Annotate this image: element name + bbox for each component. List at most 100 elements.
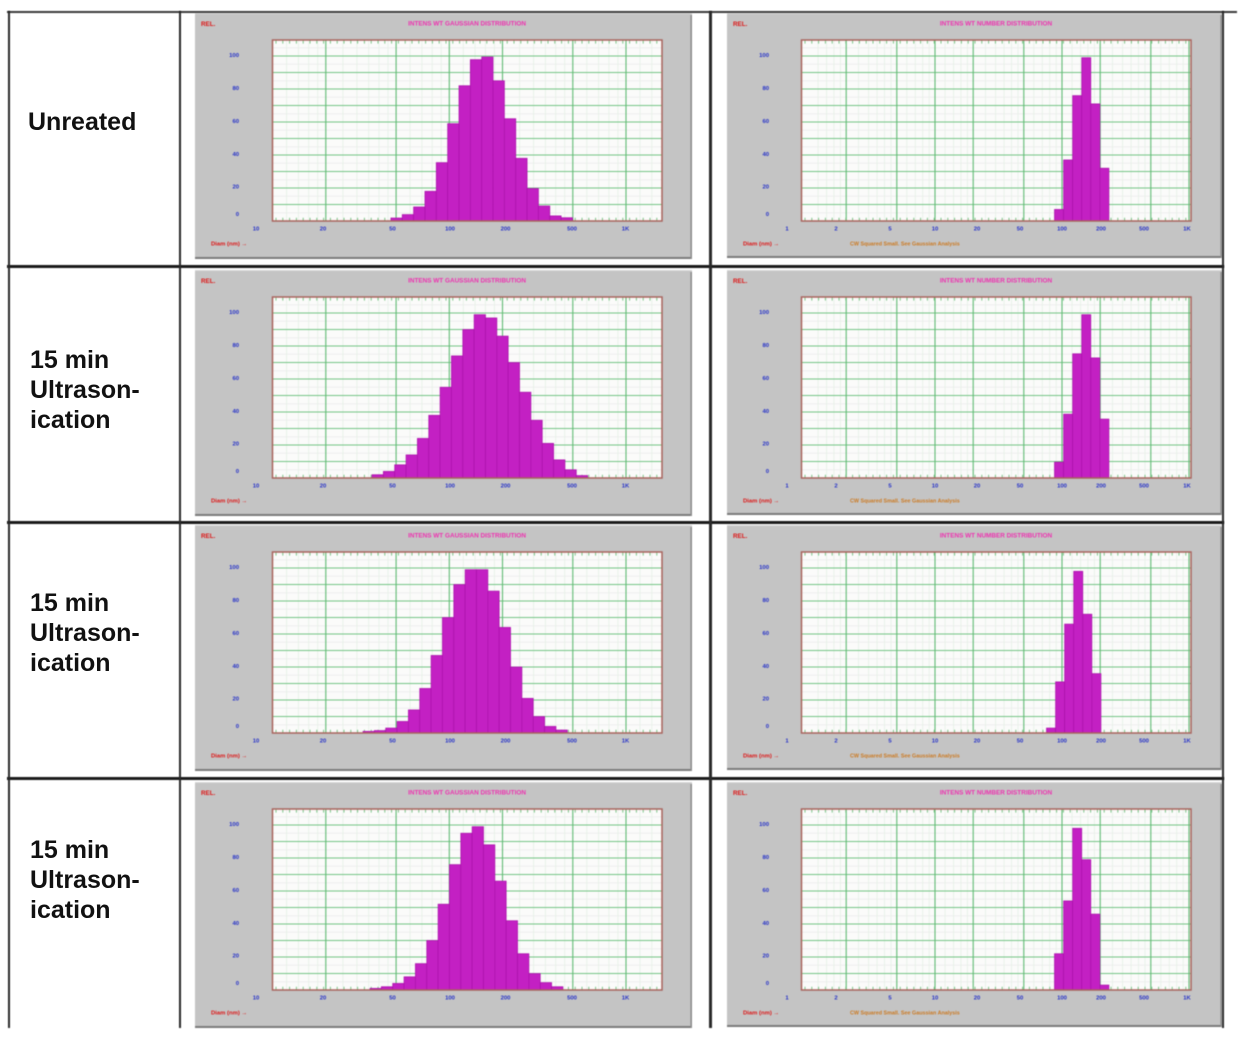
svg-text:50: 50 <box>389 227 396 233</box>
svg-text:REL.: REL. <box>201 790 216 797</box>
svg-text:40: 40 <box>232 921 239 927</box>
svg-text:0: 0 <box>766 469 770 475</box>
svg-text:500: 500 <box>1139 996 1150 1002</box>
svg-text:20: 20 <box>974 739 981 745</box>
svg-text:60: 60 <box>232 631 239 637</box>
svg-text:10: 10 <box>253 484 260 490</box>
svg-text:1K: 1K <box>1183 227 1191 233</box>
svg-text:REL.: REL. <box>201 21 216 28</box>
svg-text:20: 20 <box>762 185 769 191</box>
svg-text:Diam (nm) →: Diam (nm) → <box>211 499 247 505</box>
svg-text:80: 80 <box>762 855 769 861</box>
svg-text:500: 500 <box>567 227 578 233</box>
svg-text:200: 200 <box>1096 227 1107 233</box>
svg-text:20: 20 <box>974 227 981 233</box>
svg-text:Diam (nm) →: Diam (nm) → <box>743 242 779 248</box>
svg-text:200: 200 <box>1096 996 1107 1002</box>
svg-text:200: 200 <box>1096 739 1107 745</box>
svg-text:CW Squared Small. See Gaussian: CW Squared Small. See Gaussian Analysis <box>850 242 960 248</box>
svg-text:40: 40 <box>762 152 769 158</box>
svg-text:10: 10 <box>253 996 260 1002</box>
svg-text:1: 1 <box>785 996 789 1002</box>
svg-text:5: 5 <box>888 227 892 233</box>
svg-text:40: 40 <box>762 664 769 670</box>
svg-text:50: 50 <box>1017 739 1024 745</box>
svg-text:10: 10 <box>932 484 939 490</box>
svg-text:40: 40 <box>762 409 769 415</box>
svg-text:80: 80 <box>762 343 769 349</box>
svg-text:INTENS WT GAUSSIAN DISTRIBUTIO: INTENS WT GAUSSIAN DISTRIBUTION <box>408 790 526 797</box>
svg-text:20: 20 <box>762 954 769 960</box>
svg-text:50: 50 <box>1017 996 1024 1002</box>
svg-text:0: 0 <box>236 469 240 475</box>
svg-text:INTENS WT GAUSSIAN DISTRIBUTIO: INTENS WT GAUSSIAN DISTRIBUTION <box>408 533 526 540</box>
svg-text:0: 0 <box>766 981 770 987</box>
svg-text:CW Squared Small. See Gaussian: CW Squared Small. See Gaussian Analysis <box>850 499 960 505</box>
svg-text:40: 40 <box>232 409 239 415</box>
svg-text:5: 5 <box>888 739 892 745</box>
svg-text:100: 100 <box>1057 484 1068 490</box>
svg-text:100: 100 <box>229 822 240 828</box>
svg-text:Diam (nm) →: Diam (nm) → <box>743 1011 779 1017</box>
svg-text:20: 20 <box>762 442 769 448</box>
svg-text:1K: 1K <box>622 996 630 1002</box>
svg-text:Diam (nm) →: Diam (nm) → <box>211 1011 247 1017</box>
svg-text:INTENS WT GAUSSIAN DISTRIBUTIO: INTENS WT GAUSSIAN DISTRIBUTION <box>408 21 526 28</box>
svg-text:60: 60 <box>762 119 769 125</box>
svg-text:INTENS WT NUMBER DISTRIBUTION: INTENS WT NUMBER DISTRIBUTION <box>940 278 1053 285</box>
svg-text:1: 1 <box>785 739 789 745</box>
svg-text:1K: 1K <box>1183 484 1191 490</box>
svg-text:200: 200 <box>501 739 512 745</box>
svg-text:INTENS WT NUMBER DISTRIBUTION: INTENS WT NUMBER DISTRIBUTION <box>940 533 1053 540</box>
svg-text:500: 500 <box>567 996 578 1002</box>
svg-text:100: 100 <box>229 565 240 571</box>
svg-text:80: 80 <box>232 86 239 92</box>
svg-text:2: 2 <box>834 739 838 745</box>
svg-text:10: 10 <box>932 227 939 233</box>
svg-text:100: 100 <box>445 739 456 745</box>
svg-text:100: 100 <box>759 53 770 59</box>
svg-text:0: 0 <box>236 724 240 730</box>
svg-text:40: 40 <box>232 664 239 670</box>
svg-text:INTENS WT NUMBER DISTRIBUTION: INTENS WT NUMBER DISTRIBUTION <box>940 790 1053 797</box>
svg-text:10: 10 <box>253 227 260 233</box>
svg-text:500: 500 <box>567 484 578 490</box>
svg-text:200: 200 <box>1096 484 1107 490</box>
svg-text:80: 80 <box>762 598 769 604</box>
svg-text:60: 60 <box>232 376 239 382</box>
svg-text:60: 60 <box>762 631 769 637</box>
svg-text:REL.: REL. <box>733 790 748 797</box>
svg-text:0: 0 <box>236 981 240 987</box>
svg-text:Diam (nm) →: Diam (nm) → <box>743 754 779 760</box>
svg-text:20: 20 <box>320 996 327 1002</box>
svg-text:1: 1 <box>785 484 789 490</box>
svg-text:Diam (nm) →: Diam (nm) → <box>743 499 779 505</box>
svg-text:20: 20 <box>232 954 239 960</box>
svg-text:50: 50 <box>389 996 396 1002</box>
svg-text:100: 100 <box>759 310 770 316</box>
svg-text:REL.: REL. <box>733 533 748 540</box>
svg-text:CW Squared Small. See Gaussian: CW Squared Small. See Gaussian Analysis <box>850 754 960 760</box>
svg-text:80: 80 <box>232 598 239 604</box>
svg-text:40: 40 <box>762 921 769 927</box>
svg-text:100: 100 <box>445 227 456 233</box>
svg-text:40: 40 <box>232 152 239 158</box>
svg-text:60: 60 <box>762 376 769 382</box>
svg-text:60: 60 <box>762 888 769 894</box>
svg-text:20: 20 <box>232 185 239 191</box>
svg-text:0: 0 <box>766 212 770 218</box>
svg-text:2: 2 <box>834 484 838 490</box>
svg-text:80: 80 <box>232 343 239 349</box>
svg-text:20: 20 <box>974 996 981 1002</box>
svg-text:500: 500 <box>1139 227 1150 233</box>
svg-text:Diam (nm) →: Diam (nm) → <box>211 242 247 248</box>
svg-text:80: 80 <box>762 86 769 92</box>
svg-text:20: 20 <box>974 484 981 490</box>
svg-text:60: 60 <box>232 119 239 125</box>
svg-text:1K: 1K <box>1183 739 1191 745</box>
svg-text:10: 10 <box>253 739 260 745</box>
svg-text:100: 100 <box>1057 996 1068 1002</box>
svg-text:10: 10 <box>932 739 939 745</box>
svg-text:500: 500 <box>567 739 578 745</box>
svg-text:100: 100 <box>229 53 240 59</box>
